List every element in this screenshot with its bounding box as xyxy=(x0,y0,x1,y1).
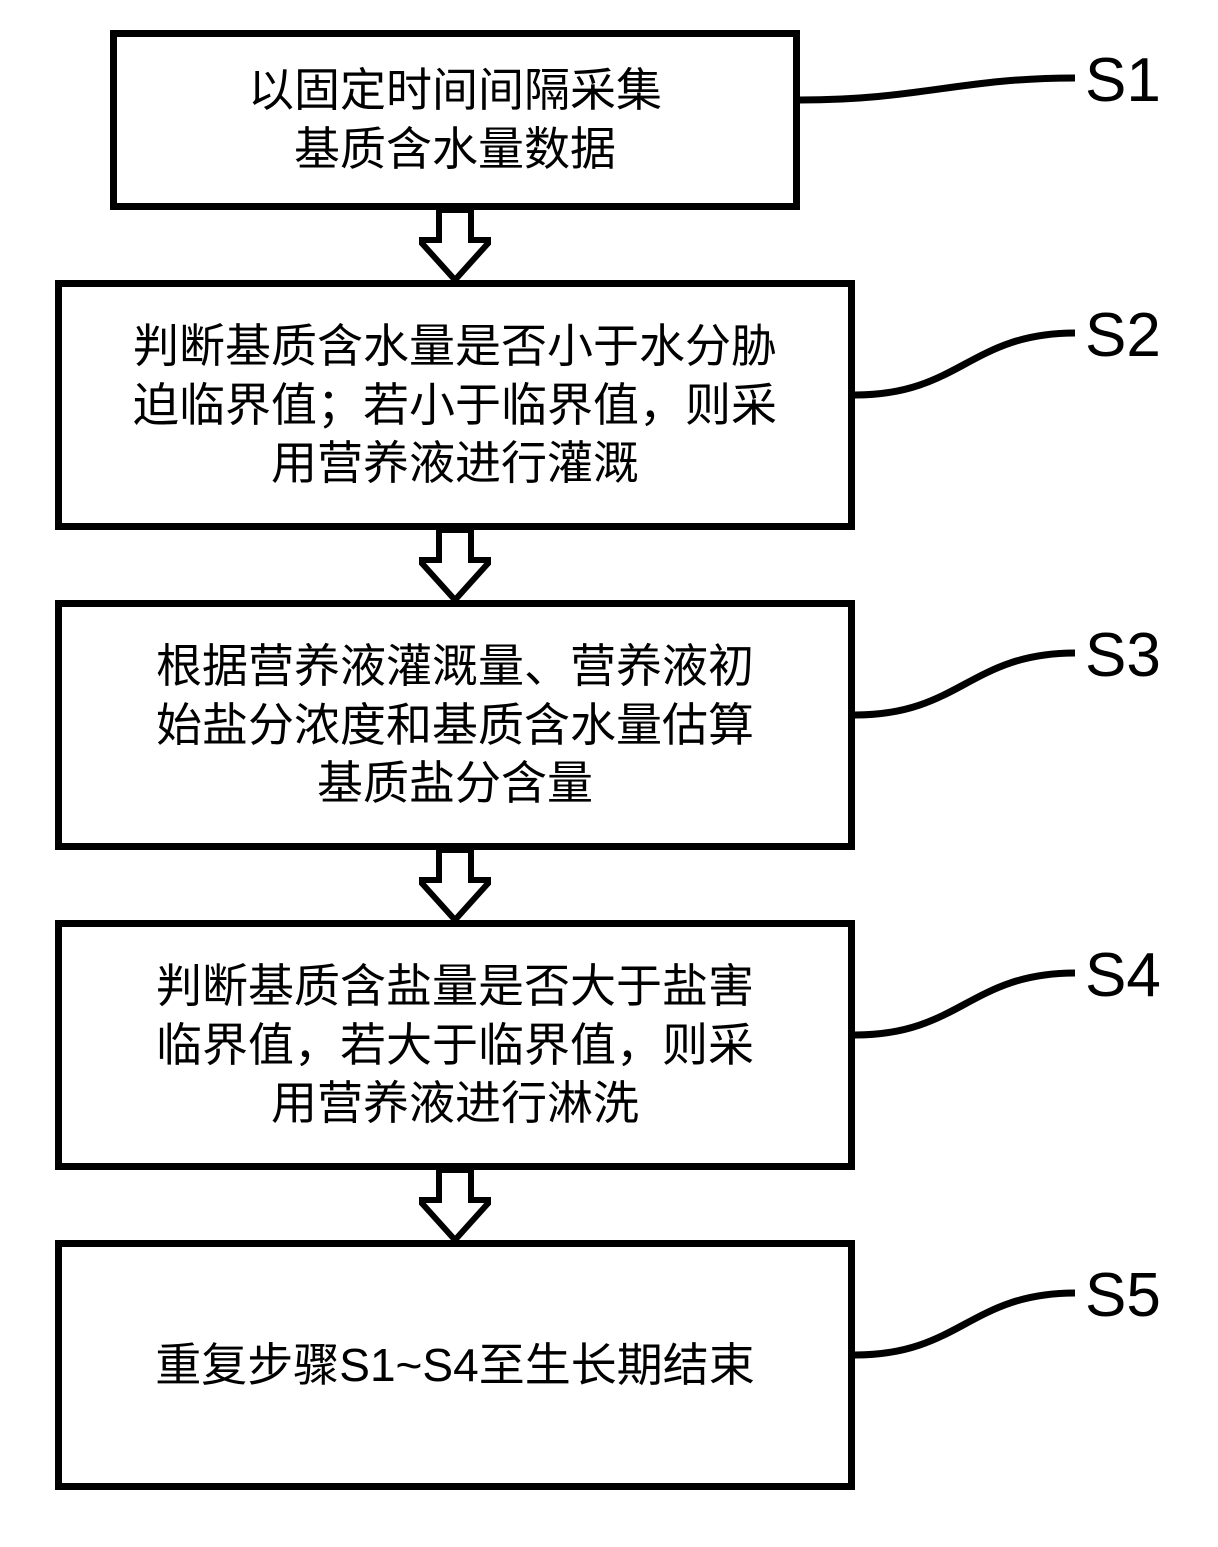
arrow-s2-s3 xyxy=(419,530,491,600)
label-s2: S2 xyxy=(1085,300,1161,371)
node-s2: 判断基质含水量是否小于水分胁 迫临界值；若小于临界值，则采 用营养液进行灌溉 xyxy=(55,280,855,530)
label-s1: S1 xyxy=(1085,45,1161,116)
node-s1-text: 以固定时间间隔采集 基质含水量数据 xyxy=(248,61,662,179)
label-s3: S3 xyxy=(1085,620,1161,691)
label-s4: S4 xyxy=(1085,940,1161,1011)
node-s5-text: 重复步骤S1~S4至生长期结束 xyxy=(155,1336,754,1395)
node-s5: 重复步骤S1~S4至生长期结束 xyxy=(55,1240,855,1490)
node-s2-text: 判断基质含水量是否小于水分胁 迫临界值；若小于临界值，则采 用营养液进行灌溉 xyxy=(133,317,777,494)
arrow-s3-s4 xyxy=(419,850,491,920)
arrow-s1-s2 xyxy=(419,210,491,280)
node-s3: 根据营养液灌溉量、营养液初 始盐分浓度和基质含水量估算 基质盐分含量 xyxy=(55,600,855,850)
node-s4: 判断基质含盐量是否大于盐害 临界值，若大于临界值，则采 用营养液进行淋洗 xyxy=(55,920,855,1170)
flowchart-canvas: 以固定时间间隔采集 基质含水量数据 判断基质含水量是否小于水分胁 迫临界值；若小… xyxy=(0,0,1218,1547)
node-s3-text: 根据营养液灌溉量、营养液初 始盐分浓度和基质含水量估算 基质盐分含量 xyxy=(156,637,754,814)
arrow-s4-s5 xyxy=(419,1170,491,1240)
label-s5: S5 xyxy=(1085,1260,1161,1331)
node-s4-text: 判断基质含盐量是否大于盐害 临界值，若大于临界值，则采 用营养液进行淋洗 xyxy=(156,957,754,1134)
node-s1: 以固定时间间隔采集 基质含水量数据 xyxy=(110,30,800,210)
